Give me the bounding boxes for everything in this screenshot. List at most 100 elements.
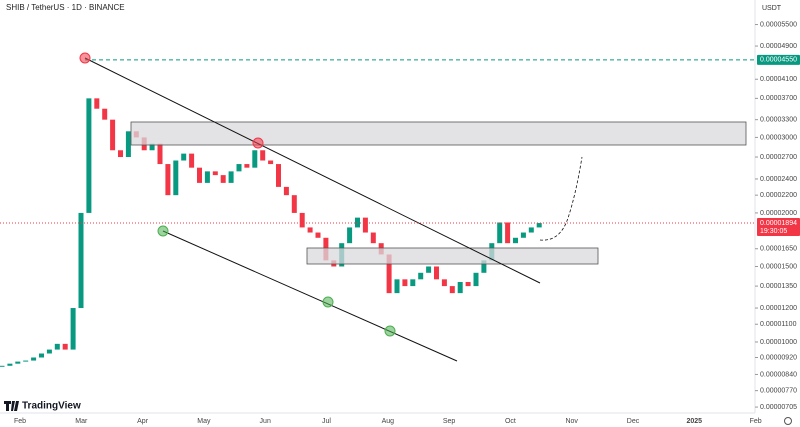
x-tick-label: Dec bbox=[627, 418, 640, 425]
candle bbox=[426, 266, 432, 273]
y-tick-label: 0.00002000 bbox=[760, 210, 797, 217]
x-tick-label: Apr bbox=[137, 418, 149, 425]
candle bbox=[39, 353, 44, 358]
x-tick-label: Sep bbox=[443, 418, 456, 425]
candle bbox=[54, 343, 60, 350]
candle bbox=[299, 212, 305, 228]
price-badge bbox=[757, 218, 800, 237]
candle bbox=[457, 282, 463, 294]
pivot-marker bbox=[79, 52, 91, 64]
y-tick-label: 0.00003300 bbox=[760, 117, 797, 124]
x-tick-label: May bbox=[197, 418, 211, 425]
y-tick-label: 0.00001100 bbox=[760, 321, 797, 328]
trend-line bbox=[84, 57, 541, 284]
zone bbox=[306, 247, 599, 265]
brand: TradingView bbox=[4, 401, 81, 412]
price-badge-label: 0.00004550 bbox=[760, 57, 797, 64]
candle bbox=[220, 175, 226, 183]
candle bbox=[418, 272, 424, 280]
y-tick-label: 0.00000705 bbox=[760, 404, 797, 411]
currency: USDT bbox=[762, 5, 782, 12]
candle bbox=[402, 279, 408, 287]
candle bbox=[86, 98, 92, 213]
candle bbox=[536, 223, 542, 228]
candle bbox=[481, 260, 487, 273]
candle bbox=[110, 119, 116, 151]
candle bbox=[173, 160, 179, 196]
projection bbox=[539, 156, 583, 241]
y-tick-label: 0.00003000 bbox=[760, 134, 797, 141]
x-tick-label: Jun bbox=[260, 418, 271, 425]
x-tick-label: Jul bbox=[322, 418, 331, 425]
candle bbox=[528, 227, 534, 233]
candle bbox=[394, 279, 400, 294]
brand-name: TradingView bbox=[22, 401, 81, 412]
y-tick-label: 0.00001650 bbox=[760, 246, 797, 253]
candle bbox=[441, 279, 447, 287]
candle bbox=[283, 186, 289, 196]
settings-icon[interactable] bbox=[784, 417, 792, 425]
y-tick-label: 0.00001000 bbox=[760, 339, 797, 346]
candle bbox=[347, 227, 353, 244]
y-tick-label: 0.00002200 bbox=[760, 192, 797, 199]
candle bbox=[370, 232, 376, 244]
y-tick-label: 0.00002700 bbox=[760, 154, 797, 161]
y-tick-label: 0.00003700 bbox=[760, 95, 797, 102]
y-tick-label: 0.00000920 bbox=[760, 354, 797, 361]
candle bbox=[291, 195, 297, 213]
y-tick-label: 0.00000840 bbox=[760, 371, 797, 378]
candle bbox=[497, 222, 503, 244]
candle bbox=[189, 153, 195, 168]
pivot-marker bbox=[157, 225, 169, 237]
candle bbox=[157, 143, 163, 165]
candle bbox=[465, 282, 471, 287]
candle bbox=[236, 164, 242, 172]
logo bbox=[4, 401, 19, 411]
candle bbox=[315, 232, 321, 238]
candle bbox=[449, 286, 455, 294]
candle bbox=[94, 98, 100, 109]
candle bbox=[386, 254, 392, 294]
candle bbox=[473, 272, 479, 287]
candle bbox=[362, 217, 368, 233]
y-tick-label: 0.00004100 bbox=[760, 76, 797, 83]
y-tick-label: 0.00004900 bbox=[760, 43, 797, 50]
candle bbox=[520, 232, 526, 238]
candle bbox=[181, 153, 187, 161]
candle bbox=[0, 365, 5, 367]
x-tick-label: Oct bbox=[505, 418, 516, 425]
pivot-marker bbox=[384, 325, 396, 337]
candle bbox=[46, 349, 52, 354]
y-tick-label: 0.00000770 bbox=[760, 387, 797, 394]
candle bbox=[268, 160, 274, 165]
candle bbox=[102, 108, 108, 120]
candle bbox=[252, 150, 258, 168]
x-tick-label: Mar bbox=[75, 418, 88, 425]
price-badge-label: 0.00001894 bbox=[760, 220, 797, 227]
y-tick-label: 0.00002400 bbox=[760, 176, 797, 183]
candle bbox=[7, 363, 13, 366]
price-badge bbox=[757, 54, 800, 65]
pivot-marker bbox=[322, 296, 334, 308]
x-tick-label: Feb bbox=[14, 418, 26, 425]
x-tick-label: Nov bbox=[565, 418, 578, 425]
candle bbox=[513, 237, 518, 244]
candle bbox=[228, 171, 234, 183]
candle bbox=[260, 150, 266, 161]
candle bbox=[149, 143, 155, 151]
trend-line bbox=[162, 230, 458, 362]
x-tick-label: Aug bbox=[382, 418, 395, 425]
y-tick-label: 0.00001350 bbox=[760, 283, 797, 290]
candle bbox=[212, 171, 218, 176]
candle bbox=[118, 150, 123, 158]
candle bbox=[355, 217, 360, 228]
candle bbox=[434, 266, 439, 280]
candle bbox=[70, 308, 76, 350]
candle bbox=[31, 357, 37, 361]
candle bbox=[15, 361, 21, 364]
candle bbox=[165, 164, 171, 196]
candle bbox=[23, 360, 29, 362]
zone bbox=[130, 121, 747, 146]
candle bbox=[62, 343, 68, 350]
